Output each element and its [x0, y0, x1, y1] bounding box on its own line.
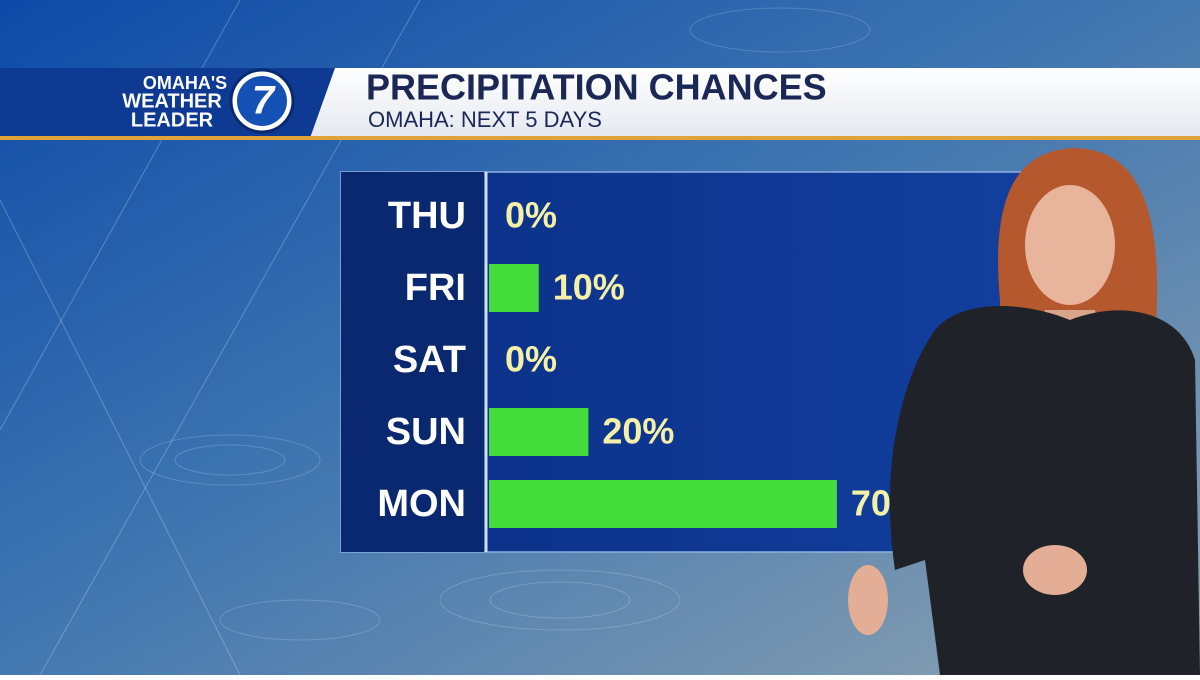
category-label: FRI — [405, 267, 466, 309]
logo-circle-inner — [237, 76, 287, 126]
category-label: MON — [377, 483, 466, 525]
category-label: THU — [388, 195, 466, 237]
logo-text: LEADER — [131, 109, 214, 131]
logo-number: 7 — [252, 79, 276, 123]
value-label: 10% — [553, 267, 625, 308]
value-label: 0% — [505, 339, 557, 380]
title-band — [310, 68, 1200, 138]
value-label: 0% — [505, 195, 557, 236]
bars: THU 0%FRI 10%SAT 0%SUN 20%MON 70% — [377, 195, 923, 528]
category-label: SAT — [393, 339, 466, 381]
label-column — [341, 172, 484, 552]
presenter — [848, 148, 1200, 675]
bar — [489, 408, 589, 456]
chart-subtitle: OMAHA: NEXT 5 DAYS — [368, 107, 602, 132]
value-label: 20% — [602, 411, 674, 452]
chart-title: PRECIPITATION CHANCES — [366, 67, 827, 108]
header-rule — [0, 136, 1200, 140]
bar — [489, 480, 837, 528]
category-label: SUN — [386, 411, 466, 453]
logo-text: WEATHER — [122, 90, 222, 112]
bar — [489, 264, 539, 312]
rain-ripples — [139, 7, 871, 641]
logo-text: OMAHA'S — [143, 73, 227, 93]
